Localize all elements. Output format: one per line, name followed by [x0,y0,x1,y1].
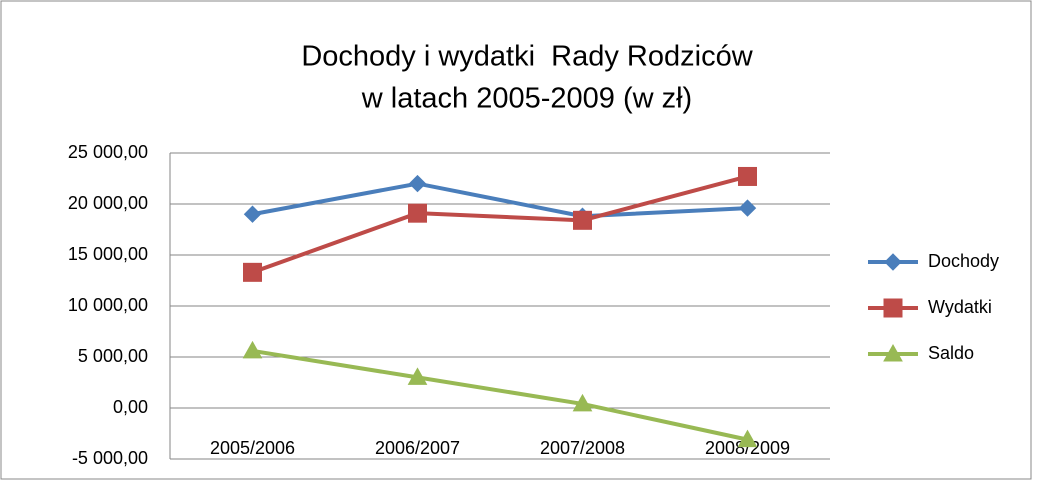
data-point [573,210,592,230]
x-tick-label: 2008/2009 [705,438,790,458]
chart-title: w latach 2005-2009 (w zł) [361,83,692,115]
series-line [251,174,749,275]
legend-label: Saldo [928,343,974,363]
y-tick-label: 15 000,00 [68,244,148,264]
data-point [243,262,262,282]
data-point [738,199,757,217]
data-point [407,367,428,385]
x-tick-label: 2005/2006 [210,438,295,458]
y-tick-label: -5 000,00 [72,448,148,468]
x-tick-label: 2007/2008 [540,438,625,458]
series-line [252,348,748,442]
y-tick-label: 10 000,00 [68,295,148,315]
legend-marker [884,253,902,271]
y-tick-label: 0,00 [113,397,148,417]
y-tick-label: 5 000,00 [78,346,148,366]
data-point [408,174,427,193]
data-point [738,166,757,186]
x-tick-label: 2006/2007 [375,438,460,458]
legend-label: Dochody [928,251,999,271]
chart-title: Dochody i wydatki Rady Rodziców [301,41,753,73]
series-line [252,181,748,219]
data-point [408,203,427,223]
y-tick-label: 20 000,00 [68,193,148,213]
data-point [572,393,593,412]
legend-marker [883,343,903,362]
data-point [243,205,262,223]
legend-marker [883,298,903,318]
data-point [242,340,263,359]
legend-label: Wydatki [928,297,992,317]
y-tick-label: 25 000,00 [68,142,148,162]
data-point [737,429,758,448]
